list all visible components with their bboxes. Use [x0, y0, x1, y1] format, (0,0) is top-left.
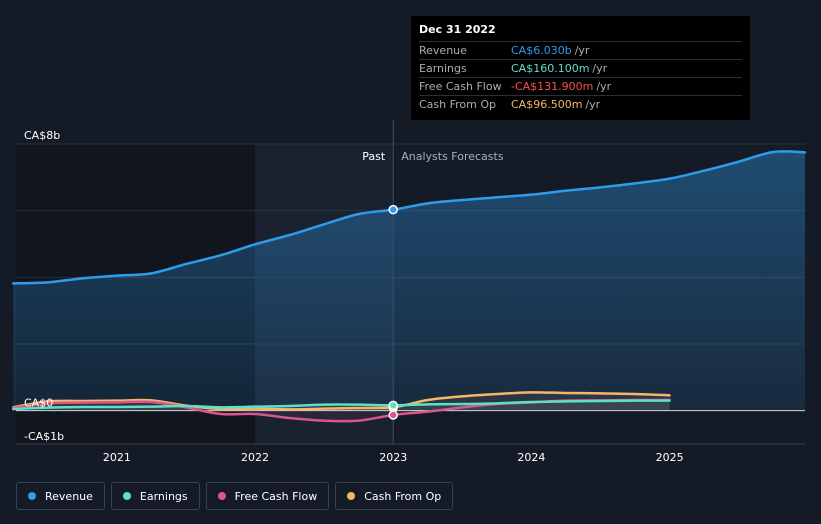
tooltip-row-revenue: Revenue CA$6.030b/yr: [419, 41, 742, 59]
marker-free-cash-flow[interactable]: [388, 410, 398, 420]
legend-dot-icon: [122, 492, 131, 500]
y-axis-labels: CA$8b CA$0 -CA$1b: [24, 129, 64, 443]
series-line-cash-from-op: [11, 391, 671, 411]
tooltip-row-value: CA$96.500m: [511, 98, 583, 111]
tooltip-row-unit: /yr: [596, 80, 612, 93]
tooltip-row-label: Cash From Op: [419, 98, 497, 111]
tooltip-row-earnings: Earnings CA$160.100m/yr: [419, 59, 742, 77]
x-tick-label: 2023: [379, 451, 407, 464]
marker-revenue[interactable]: [388, 204, 398, 215]
legend-dot-icon: [28, 492, 36, 500]
tooltip-row-label: Revenue: [419, 44, 467, 57]
legend-item-free-cash-flow[interactable]: Free Cash Flow: [205, 482, 330, 510]
series-lines: [11, 150, 807, 423]
highlight-markers[interactable]: [388, 204, 398, 420]
tooltip-row-value: -CA$131.900m: [511, 80, 594, 93]
x-tick-label: 2022: [241, 451, 269, 464]
legend-label: Free Cash Flow: [234, 489, 318, 503]
series-area-revenue: [13, 151, 805, 411]
legend-item-earnings[interactable]: Earnings: [110, 482, 200, 510]
y-tick-label: -CA$1b: [24, 430, 64, 443]
legend-label: Revenue: [45, 489, 93, 503]
tooltip-row-cash-from-op: Cash From Op CA$96.500m/yr: [419, 95, 742, 113]
tooltip-row-unit: /yr: [585, 98, 601, 111]
tooltip-row-unit: /yr: [592, 62, 608, 75]
x-tick-label: 2025: [656, 451, 684, 464]
legend-dot-icon: [347, 492, 356, 500]
y-tick-label: CA$0: [24, 397, 53, 410]
tooltip-date: Dec 31 2022: [419, 23, 496, 36]
series-area-free-cash-flow: [13, 399, 670, 422]
legend: Revenue Earnings Free Cash Flow Cash From O…: [16, 482, 454, 510]
series-line-earnings: [11, 399, 671, 411]
x-tick-label: 2024: [517, 451, 545, 464]
legend-label: Cash From Op: [364, 489, 442, 503]
tooltip-row-value: CA$6.030b: [511, 44, 572, 57]
legend-dot-icon: [217, 492, 226, 500]
tooltip-row-label: Free Cash Flow: [419, 80, 502, 93]
tooltip-row-free-cash-flow: Free Cash Flow -CA$131.900m/yr: [419, 77, 742, 95]
series-line-revenue: [11, 150, 807, 285]
forecast-label: Analysts Forecasts: [401, 150, 504, 163]
tooltip: Dec 31 2022 Revenue CA$6.030b/yr Earnings C…: [411, 16, 750, 120]
tooltip-row-value: CA$160.100m: [511, 62, 590, 75]
tooltip-row-unit: /yr: [574, 44, 590, 57]
x-tick-label: 2021: [103, 451, 131, 464]
marker-earnings[interactable]: [388, 400, 398, 411]
legend-item-cash-from-op[interactable]: Cash From Op: [335, 482, 454, 510]
legend-item-revenue[interactable]: Revenue: [16, 482, 105, 510]
past-label: Past: [362, 150, 386, 163]
y-tick-label: CA$8b: [24, 129, 60, 142]
legend-label: Earnings: [139, 489, 188, 503]
tooltip-row-label: Earnings: [419, 62, 467, 75]
x-axis-labels: 2021 2022 2023 2024 2025: [103, 451, 684, 464]
